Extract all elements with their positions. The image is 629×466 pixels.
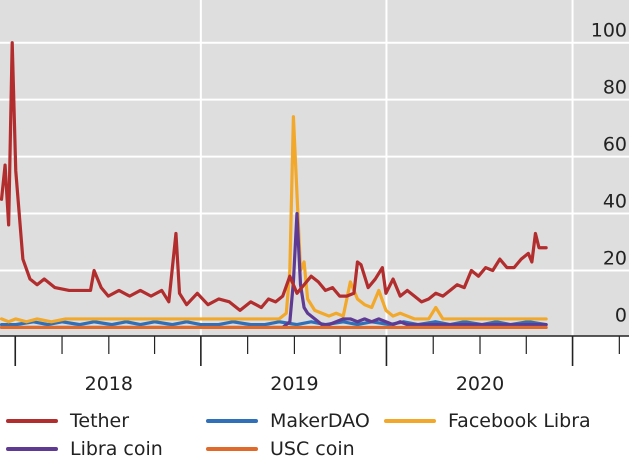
legend-swatch-makerdao (206, 419, 258, 423)
series-line-libra-coin (0, 211, 548, 330)
y-tick-label: 100 (591, 20, 627, 42)
plot-background (0, 0, 629, 336)
series-group (0, 41, 548, 330)
line-chart: 2018 2019 2020 0 20 40 60 80 100 (0, 0, 629, 395)
legend-label-libra-coin: Libra coin (70, 438, 163, 460)
y-tick-label: 40 (603, 191, 627, 213)
x-axis (0, 335, 629, 366)
series-line-facebook-libra (0, 115, 548, 324)
x-tick-label: 2018 (85, 373, 133, 395)
x-tick-label: 2020 (456, 373, 504, 395)
legend-swatch-libra-coin (6, 447, 58, 451)
legend-swatch-facebook-libra (384, 419, 436, 423)
legend-swatch-usc-coin (206, 447, 258, 451)
tick-labels: 2018 2019 2020 0 20 40 60 80 100 (85, 20, 627, 395)
x-tick-label: 2019 (270, 373, 318, 395)
chart-area: 2018 2019 2020 0 20 40 60 80 100 (0, 0, 629, 395)
legend-item-libra-coin: Libra coin (6, 438, 163, 460)
legend-item-makerdao: MakerDAO (206, 410, 370, 432)
y-tick-label: 20 (603, 248, 627, 270)
legend-item-usc-coin: USC coin (206, 438, 355, 460)
legend-label-tether: Tether (70, 410, 130, 432)
legend-swatch-tether (6, 419, 58, 423)
legend-item-facebook-libra: Facebook Libra (384, 410, 591, 432)
legend-label-makerdao: MakerDAO (270, 410, 370, 432)
series-line-tether (0, 41, 548, 312)
y-tick-label: 0 (615, 304, 627, 326)
legend-label-facebook-libra: Facebook Libra (448, 410, 591, 432)
legend-label-usc-coin: USC coin (270, 438, 355, 460)
grid-lines (0, 0, 629, 336)
y-tick-label: 80 (603, 77, 627, 99)
legend: Tether MakerDAO Facebook Libra Libra coi… (0, 400, 629, 466)
y-tick-label: 60 (603, 134, 627, 156)
legend-item-tether: Tether (6, 410, 129, 432)
